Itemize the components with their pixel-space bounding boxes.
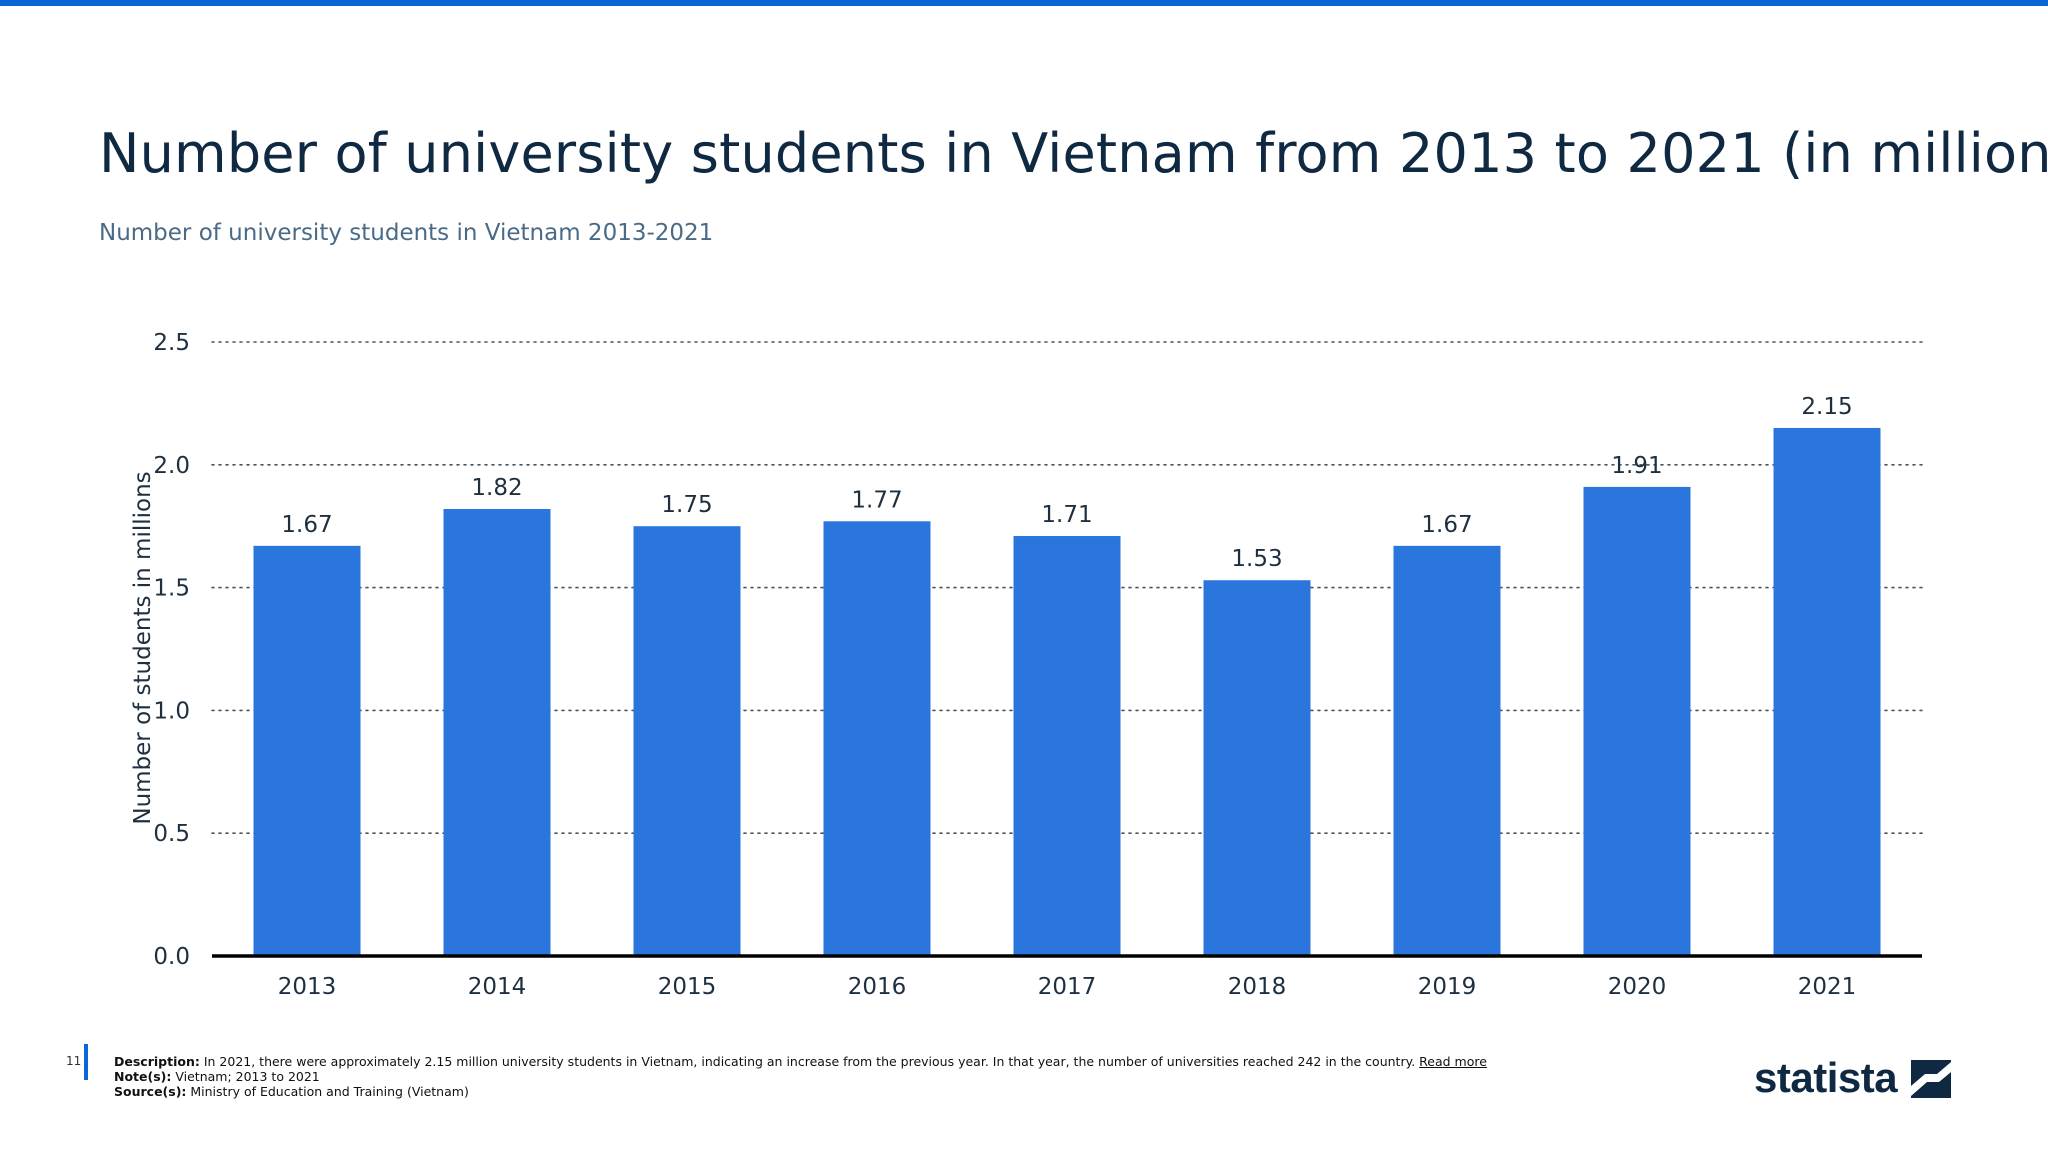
bar <box>443 509 551 956</box>
y-tick-label: 2.5 <box>153 330 190 356</box>
bar-value-label: 2.15 <box>1801 394 1852 420</box>
bar <box>1773 427 1881 957</box>
y-tick-label: 1.0 <box>153 698 190 724</box>
chart-title: Number of university students in Vietnam… <box>99 122 2048 185</box>
logo-wordmark: statista <box>1754 1054 1898 1101</box>
x-tick-label: 2017 <box>1038 974 1097 1000</box>
bar-value-label: 1.53 <box>1231 546 1282 572</box>
bar-value-label: 1.75 <box>661 492 712 518</box>
x-tick-label: 2021 <box>1798 974 1857 1000</box>
read-more-link[interactable]: Read more <box>1419 1054 1487 1069</box>
chart-subtitle: Number of university students in Vietnam… <box>99 220 714 246</box>
source-text: Ministry of Education and Training (Viet… <box>186 1084 469 1099</box>
bar-value-label: 1.71 <box>1041 502 1092 528</box>
page-number: 11 <box>66 1054 82 1068</box>
x-tick-label: 2018 <box>1228 974 1287 1000</box>
bar-value-label: 1.77 <box>851 487 902 513</box>
description-line: Description: In 2021, there were approxi… <box>114 1054 1487 1069</box>
x-tick-label: 2014 <box>468 974 527 1000</box>
bar <box>253 545 361 956</box>
notes-label: Note(s): <box>114 1069 172 1084</box>
bar <box>1393 545 1501 956</box>
bar <box>823 521 931 956</box>
notes-line: Note(s): Vietnam; 2013 to 2021 <box>114 1069 1487 1084</box>
y-tick-label: 0.5 <box>153 821 190 847</box>
x-tick-label: 2013 <box>278 974 337 1000</box>
bar <box>1203 580 1311 956</box>
top-accent-bar <box>0 0 2048 6</box>
y-tick-label: 0.0 <box>153 944 190 970</box>
footer-accent-bar <box>84 1044 88 1080</box>
bar-value-label: 1.82 <box>471 475 522 501</box>
y-axis-title: Number of students in millions <box>130 471 156 824</box>
description-label: Description: <box>114 1054 200 1069</box>
footer-notes: Description: In 2021, there were approxi… <box>114 1054 1487 1099</box>
source-label: Source(s): <box>114 1084 187 1099</box>
notes-text: Vietnam; 2013 to 2021 <box>171 1069 320 1084</box>
footer: 11 Description: In 2021, there were appr… <box>0 1040 2048 1152</box>
statista-logo-icon <box>1911 1060 1951 1098</box>
labels-layer: 0.0 0.5 1.0 1.5 2.0 2.5 1.67 2013 1.82 2014 1.75 20… <box>153 330 1922 1000</box>
y-tick-label: 2.0 <box>153 453 190 479</box>
bar-value-label: 1.91 <box>1611 453 1662 479</box>
bar <box>633 526 741 956</box>
y-tick-label: 1.5 <box>153 576 190 602</box>
bar <box>1583 486 1691 956</box>
x-tick-label: 2016 <box>848 974 907 1000</box>
x-tick-label: 2020 <box>1608 974 1667 1000</box>
x-tick-label: 2019 <box>1418 974 1477 1000</box>
x-tick-label: 2015 <box>658 974 717 1000</box>
bar-value-label: 1.67 <box>1421 512 1472 538</box>
bars-layer <box>253 427 1881 957</box>
source-line: Source(s): Ministry of Education and Tra… <box>114 1084 1487 1099</box>
bar-value-label: 1.67 <box>281 512 332 538</box>
description-text: In 2021, there were approximately 2.15 m… <box>199 1054 1420 1069</box>
statista-logo[interactable]: statista <box>1754 1054 1954 1104</box>
bar-chart: 0.0 0.5 1.0 1.5 2.0 2.5 1.67 2013 1.82 2014 1.75 20… <box>130 330 1923 1000</box>
bar <box>1013 536 1121 956</box>
